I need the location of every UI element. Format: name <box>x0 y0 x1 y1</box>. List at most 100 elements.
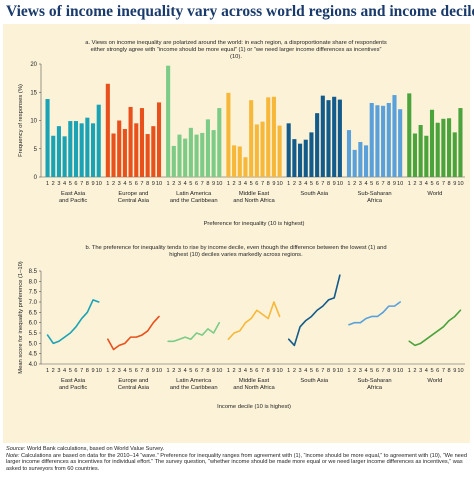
series-line <box>107 315 160 351</box>
x-tick-label: 6 <box>255 181 258 187</box>
x-tick-label: 4 <box>123 368 126 374</box>
x-tick-label: 9 <box>152 181 155 187</box>
bar <box>166 65 171 177</box>
bar <box>105 83 110 177</box>
x-tick-label: 10 <box>96 368 102 374</box>
x-tick-label: 2 <box>172 181 175 187</box>
x-tick-label: 8 <box>146 181 149 187</box>
bar <box>309 132 314 177</box>
x-tick-label: 9 <box>272 368 275 374</box>
x-tick-label: 3 <box>178 181 181 187</box>
x-tick-label: 8 <box>448 181 451 187</box>
x-tick-label: 9 <box>333 368 336 374</box>
x-tick-label: 10 <box>156 181 162 187</box>
x-tick-label: 10 <box>397 181 403 187</box>
x-tick-label: 7 <box>140 368 143 374</box>
x-tick-label: 2 <box>112 368 115 374</box>
note-text: Calculations are based on data for the 2… <box>6 452 468 472</box>
x-tick-label: 3 <box>419 368 422 374</box>
x-tick-label: 10 <box>457 368 463 374</box>
x-tick-label: 3 <box>238 181 241 187</box>
x-tick-label: 4 <box>63 181 66 187</box>
group-label: Africa <box>367 198 383 204</box>
bar <box>381 105 386 177</box>
y-tick-label: 4.0 <box>29 362 38 368</box>
bar <box>435 122 440 177</box>
group-label: Latin America <box>176 191 212 197</box>
bar <box>346 130 352 177</box>
x-tick-label: 10 <box>276 368 282 374</box>
panel-title: either strongly agree with “income shoul… <box>91 47 382 53</box>
group-label: and North Africa <box>233 198 275 204</box>
x-tick-label: 1 <box>347 368 350 374</box>
bar <box>56 126 61 177</box>
x-tick-label: 1 <box>106 181 109 187</box>
bar <box>249 100 254 177</box>
bar <box>458 108 463 177</box>
x-tick-label: 6 <box>74 181 77 187</box>
panel-title: b. The preference for inequality tends t… <box>85 245 386 251</box>
x-tick-label: 2 <box>52 181 55 187</box>
x-tick-label: 10 <box>216 368 222 374</box>
bar <box>277 125 282 177</box>
x-axis-label: Preference for inequality (10 is highest… <box>204 221 305 227</box>
y-tick-label: 7.5 <box>29 290 38 296</box>
x-tick-label: 8 <box>86 368 89 374</box>
x-tick-label: 7 <box>321 368 324 374</box>
bar <box>320 95 325 177</box>
x-tick-label: 7 <box>80 181 83 187</box>
x-tick-label: 4 <box>244 368 247 374</box>
x-tick-label: 4 <box>304 368 307 374</box>
x-tick-label: 2 <box>293 181 296 187</box>
bar <box>298 143 303 177</box>
bar <box>369 102 374 177</box>
bar <box>337 99 342 177</box>
x-tick-label: 5 <box>69 181 72 187</box>
x-tick-label: 9 <box>212 368 215 374</box>
x-tick-label: 6 <box>135 368 138 374</box>
bar <box>352 149 357 177</box>
source-label: Source: <box>6 446 26 452</box>
x-tick-label: 1 <box>46 368 49 374</box>
x-tick-label: 3 <box>419 181 422 187</box>
panel-title: highest (10) deciles varies markedly acr… <box>169 252 303 258</box>
group-label: South Asia <box>300 191 328 197</box>
bar <box>232 145 237 177</box>
x-tick-label: 4 <box>364 368 367 374</box>
x-tick-label: 6 <box>316 368 319 374</box>
y-tick-label: 7.0 <box>29 300 38 306</box>
x-axis-label: Income decile (10 is highest) <box>217 404 291 410</box>
x-tick-label: 7 <box>382 181 385 187</box>
group-label: Sub-Saharan <box>357 378 391 384</box>
x-tick-label: 3 <box>299 368 302 374</box>
x-tick-label: 7 <box>321 181 324 187</box>
source-text: World Bank calculations, based on World … <box>26 446 165 452</box>
x-tick-label: 6 <box>255 368 258 374</box>
x-tick-label: 3 <box>359 181 362 187</box>
x-tick-label: 5 <box>310 368 313 374</box>
x-tick-label: 7 <box>201 181 204 187</box>
x-tick-label: 3 <box>359 368 362 374</box>
x-tick-label: 4 <box>364 181 367 187</box>
bar <box>45 99 50 177</box>
x-tick-label: 2 <box>293 368 296 374</box>
x-tick-label: 7 <box>261 181 264 187</box>
y-tick-label: 8.5 <box>29 269 38 275</box>
x-tick-label: 10 <box>156 368 162 374</box>
x-tick-label: 6 <box>135 181 138 187</box>
note-line: Note: Calculations are based on data for… <box>6 453 470 473</box>
x-tick-label: 4 <box>123 181 126 187</box>
x-tick-label: 3 <box>57 181 60 187</box>
x-tick-label: 5 <box>250 368 253 374</box>
x-tick-label: 5 <box>370 181 373 187</box>
x-tick-label: 8 <box>267 368 270 374</box>
bar <box>151 126 156 177</box>
x-tick-label: 5 <box>430 368 433 374</box>
bar <box>412 133 417 177</box>
x-tick-label: 4 <box>184 368 187 374</box>
bar <box>441 118 446 177</box>
x-tick-label: 3 <box>238 368 241 374</box>
bar <box>188 127 193 177</box>
group-label: Central Asia <box>118 198 150 204</box>
x-tick-label: 2 <box>353 368 356 374</box>
